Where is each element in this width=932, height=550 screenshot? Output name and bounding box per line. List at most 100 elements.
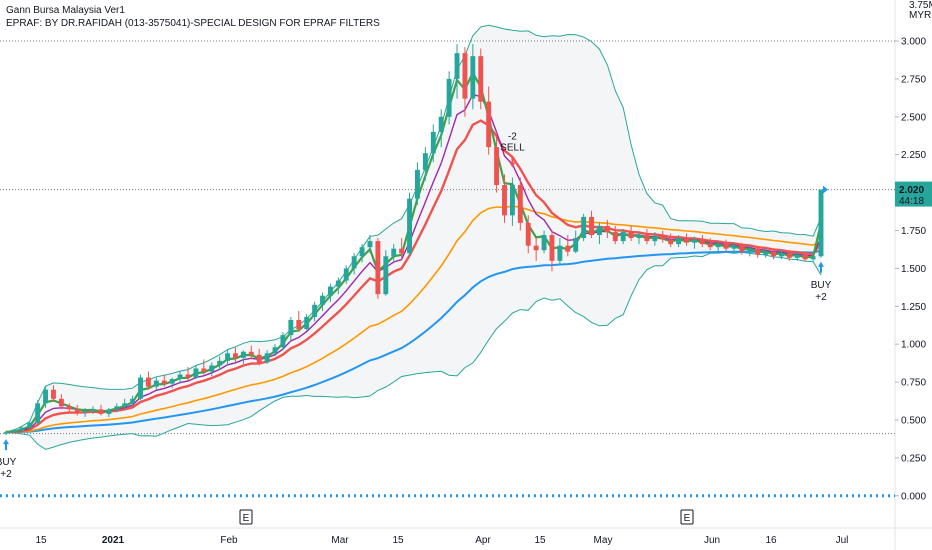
candle-body <box>225 353 231 361</box>
candle-body <box>478 56 484 102</box>
candle-body <box>707 244 713 248</box>
candle-body <box>375 241 381 295</box>
time-tick-label: 2021 <box>102 535 125 546</box>
candle-body <box>620 232 626 242</box>
ema-long-line <box>5 205 822 433</box>
candle-body <box>604 225 610 233</box>
candle-body <box>161 380 167 384</box>
time-tick-label: 16 <box>765 535 777 546</box>
candle-body <box>82 410 88 413</box>
time-tick-label: Apr <box>475 535 491 546</box>
candle-body <box>525 222 531 246</box>
indicator-subtitle: EPRAF: BY DR.RAFIDAH (013-3575041)-SPECI… <box>6 18 380 29</box>
candle-body <box>240 351 246 358</box>
candle-body <box>691 239 697 243</box>
candle-body <box>581 216 587 239</box>
candle-body <box>106 409 112 414</box>
buy-arrow-icon <box>3 439 9 451</box>
time-tick-label: Mar <box>331 535 349 546</box>
buy-signal-label: BUY <box>811 280 832 291</box>
candle-body <box>74 409 80 413</box>
sell-signal-label: SELL <box>500 142 525 153</box>
candle-body <box>304 316 310 330</box>
candle-body <box>676 238 682 245</box>
candle-body <box>280 335 286 348</box>
candle-body <box>470 56 476 99</box>
candle-body <box>66 406 72 410</box>
candle-body <box>533 245 539 251</box>
candle-body <box>209 365 215 372</box>
candle-body <box>517 185 523 223</box>
candle-body <box>217 360 223 366</box>
candle-body <box>786 253 792 258</box>
ema-slow-line <box>5 119 822 434</box>
candle-body <box>58 398 64 407</box>
price-tick-label: 1.000 <box>901 340 926 351</box>
price-tick-label: 0.250 <box>901 453 926 464</box>
candle-body <box>486 101 492 148</box>
candle-body <box>19 427 25 431</box>
candle-body <box>612 232 618 242</box>
candle-body <box>509 185 515 216</box>
candle-body <box>399 248 405 254</box>
candle-body <box>407 198 412 254</box>
candle-body <box>771 251 776 257</box>
axis-currency-top: 3.75M <box>909 0 932 11</box>
candle-body <box>201 368 207 372</box>
candle-body <box>778 253 784 257</box>
candle-body <box>177 374 183 380</box>
earnings-marker-label: E <box>243 513 250 524</box>
bar-countdown-label: 44:18 <box>899 196 924 207</box>
candle-body <box>573 238 579 252</box>
price-tick-label: 2.500 <box>901 112 926 123</box>
time-tick-label: 15 <box>392 535 404 546</box>
ema-longest-line <box>6 249 822 434</box>
last-price-label: 2.020 <box>899 185 924 196</box>
candle-body <box>335 280 341 287</box>
candle-body <box>636 235 642 239</box>
candle-body <box>114 406 120 410</box>
candle-body <box>747 248 753 252</box>
candle-body <box>557 245 563 261</box>
candle-body <box>494 147 500 186</box>
candle-body <box>185 374 191 378</box>
candle-body <box>367 241 373 248</box>
candle-body <box>296 319 302 330</box>
time-tick-label: Jun <box>704 535 720 546</box>
buy-signal-qty: +2 <box>0 469 12 480</box>
indicator-title[interactable]: Gann Bursa Malaysia Ver1 <box>6 5 125 16</box>
chart-legend: Gann Bursa Malaysia Ver1 EPRAF: BY DR.RA… <box>6 4 380 30</box>
price-tick-label: 0.000 <box>901 491 926 502</box>
price-tick-label: 2.750 <box>901 74 926 85</box>
candle-body <box>446 78 452 117</box>
candle-body <box>193 368 199 378</box>
buy-signal-qty: +2 <box>815 292 827 303</box>
candle-body <box>422 153 428 170</box>
candle-body <box>731 245 737 249</box>
candle-body <box>438 116 444 132</box>
time-tick-label: Feb <box>220 535 238 546</box>
candle-body <box>810 256 816 260</box>
axis-currency: MYR <box>909 10 931 21</box>
candle-body <box>153 380 159 387</box>
candle-body <box>138 377 143 399</box>
candle-body <box>272 347 278 354</box>
price-tick-label: 0.750 <box>901 378 926 389</box>
candle-body <box>145 377 151 387</box>
candle-body <box>596 225 602 236</box>
candle-body <box>644 235 650 242</box>
time-tick-label: May <box>594 535 613 546</box>
candle-body <box>43 389 49 404</box>
price-tick-label: 1.500 <box>901 264 926 275</box>
candle-body <box>51 389 56 399</box>
price-tick-label: 1.750 <box>901 226 926 237</box>
candle-body <box>715 244 721 248</box>
candle-body <box>248 351 254 355</box>
candle-body <box>233 353 238 358</box>
earnings-marker <box>239 509 253 525</box>
candle-body <box>589 216 594 236</box>
candle-body <box>739 245 745 252</box>
candle-body <box>383 256 389 295</box>
earnings-marker-label: E <box>684 513 691 524</box>
